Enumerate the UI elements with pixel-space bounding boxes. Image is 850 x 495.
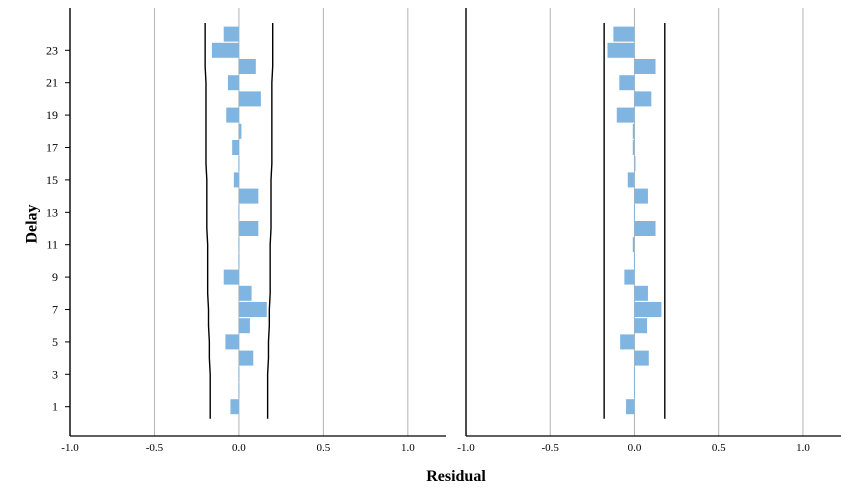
bar-lag-7 (634, 302, 662, 317)
y-tick-label: 3 (52, 367, 58, 381)
y-tick-label: 11 (46, 238, 58, 252)
y-tick-label: 7 (52, 303, 58, 317)
y-tick-label: 13 (46, 205, 58, 219)
bar-lag-17 (232, 140, 239, 155)
x-tick-label: -0.5 (146, 442, 164, 454)
bar-lag-20 (238, 91, 261, 107)
bar-lag-8 (238, 285, 252, 301)
bar-lag-4 (238, 350, 254, 366)
y-tick-label: 5 (52, 335, 58, 349)
bar-lag-24 (613, 26, 635, 42)
bar-lag-20 (634, 91, 652, 107)
y-tick-label: 17 (46, 141, 58, 155)
x-axis-title: Residual (426, 468, 486, 485)
bar-lag-15 (627, 172, 635, 188)
bar-lag-12 (238, 221, 259, 236)
y-tick-label: 9 (52, 270, 58, 284)
residual-panel-left: -1.0 -0.5 0.0 0.5 1.0 (61, 8, 446, 454)
bar-lag-23 (607, 42, 635, 58)
bar-lag-9 (223, 269, 239, 285)
x-tick-label: 1.0 (796, 442, 810, 454)
bar-lag-15 (233, 172, 239, 188)
bar-lag-19 (226, 107, 239, 123)
bar-lag-6 (634, 318, 648, 334)
bar-lag-8 (634, 285, 648, 301)
bar-lag-1 (626, 399, 635, 415)
bar-lag-22 (238, 59, 256, 74)
y-axis-title: Delay (24, 204, 41, 243)
x-tick-label: 1.0 (401, 442, 415, 454)
bar-lag-7 (238, 302, 267, 317)
y-tick-label: 23 (46, 43, 58, 57)
upper-confidence-limit (266, 23, 274, 419)
x-tick-label: -0.5 (542, 442, 560, 454)
bar-lag-14 (238, 188, 259, 204)
bar-lag-19 (616, 107, 635, 123)
x-tick-label: -1.0 (61, 442, 79, 454)
bar-lag-17 (632, 140, 635, 155)
x-tick-label: -1.0 (457, 442, 475, 454)
bar-lag-16 (634, 156, 636, 172)
bar-lag-14 (634, 188, 648, 204)
bar-lag-5 (225, 334, 239, 350)
bar-lag-24 (223, 26, 239, 42)
residual-panel-right: -1.0 -0.5 0.0 0.5 1.0 (457, 8, 841, 454)
bar-lag-23 (211, 42, 239, 58)
x-tick-label: 0.0 (628, 442, 642, 454)
bar-lag-18 (238, 123, 242, 139)
bar-lag-9 (624, 269, 635, 285)
bar-lag-6 (238, 318, 250, 334)
y-tick-label: 19 (46, 108, 58, 122)
lower-confidence-limit (204, 23, 211, 419)
bar-lag-21 (619, 75, 635, 91)
x-tick-label: 0.0 (232, 442, 246, 454)
x-tick-label: 0.5 (712, 442, 726, 454)
bar-lag-22 (634, 59, 656, 74)
bar-lag-11 (632, 237, 635, 253)
bar-lag-18 (632, 123, 635, 139)
bar-lag-1 (230, 399, 239, 415)
bar-lag-21 (227, 75, 239, 91)
bar-lag-5 (620, 334, 635, 350)
x-tick-label: 0.5 (317, 442, 331, 454)
bar-lag-4 (634, 350, 649, 366)
bar-lag-12 (634, 221, 656, 236)
y-tick-label: 1 (52, 400, 58, 414)
y-tick-label: 15 (46, 173, 58, 187)
y-tick-label: 21 (46, 76, 58, 90)
